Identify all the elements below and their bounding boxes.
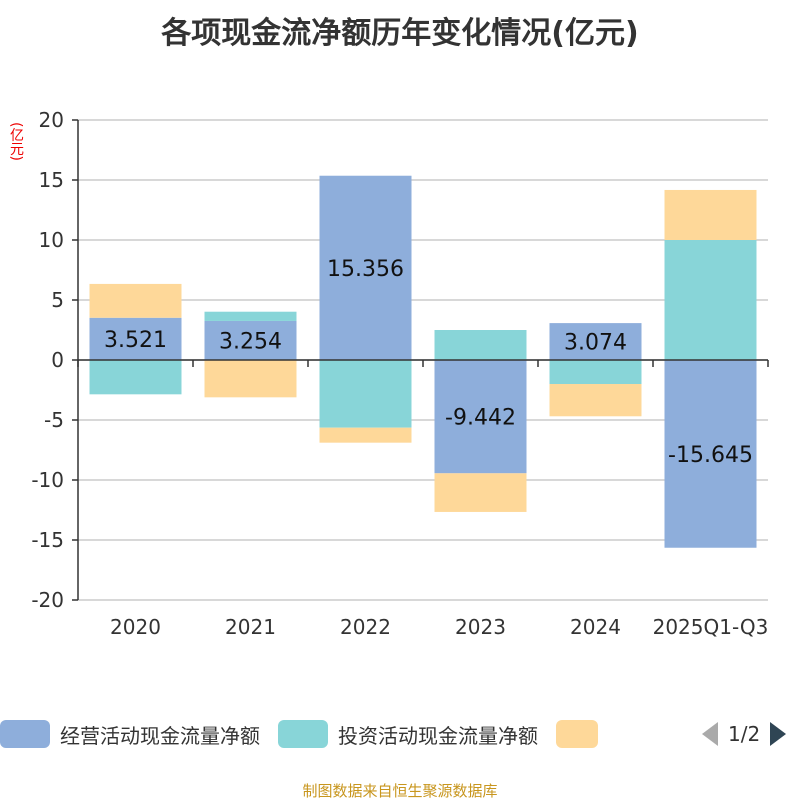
data-label: 3.254 [219,329,282,354]
y-tick-label: 0 [51,348,64,372]
bar-1-2021 [204,320,297,360]
data-label: 3.521 [104,328,167,353]
page-indicator: 1/2 [728,722,761,746]
legend-swatch [278,720,328,748]
bar-2-2025Q1-Q3 [664,240,757,360]
legend-swatch [0,720,50,748]
y-axis-unit: (亿元) [8,122,24,161]
y-tick-label: 15 [39,168,64,192]
chart-plot: 20 15 10 5 0 -5 -10 -15 -20 3.521 2020 3.254 2021 15.… [31,108,769,639]
x-tick-label: 2024 [570,615,621,639]
y-tick-label: -20 [31,588,64,612]
next-page-icon[interactable] [768,720,788,748]
x-tick-label: 2020 [110,615,161,639]
y-tick-label: 20 [39,108,64,132]
legend-item-third[interactable] [556,720,608,748]
bar-3-2021 [204,360,297,398]
x-tick-label: 2022 [340,615,391,639]
y-tick-label: 5 [51,288,64,312]
data-label: -15.645 [668,443,753,468]
legend-swatch [556,720,598,748]
bar-1-2022 [319,175,412,360]
bar-1-2025Q1-Q3 [664,360,757,548]
legend-pager: 1/2 [700,720,788,748]
y-tick-label: -10 [31,468,64,492]
y-tick-label: 10 [39,228,64,252]
x-tick-label: 2023 [455,615,506,639]
legend-label: 经营活动现金流量净额 [60,723,260,748]
data-label: 15.356 [327,257,404,282]
bar-2-2020 [89,360,182,395]
legend: 经营活动现金流量净额 投资活动现金流量净额 [0,718,626,750]
chart-title: 各项现金流净额历年变化情况(亿元) [161,16,639,51]
bar-2-2023 [434,330,527,360]
data-label: 3.074 [564,331,627,356]
x-tick-label: 2025Q1-Q3 [653,615,769,639]
y-tick-label: -5 [44,408,64,432]
bar-2-2021 [204,311,297,321]
bar-1-2024 [549,323,642,360]
bar-3-2024 [549,384,642,417]
bar-1-2023 [434,360,527,474]
source-note: 制图数据来自恒生聚源数据库 [302,782,498,800]
legend-item-operating[interactable]: 经营活动现金流量净额 [0,720,260,749]
prev-page-icon[interactable] [700,720,720,748]
bar-1-2020 [89,317,182,360]
legend-item-investing[interactable]: 投资活动现金流量净额 [278,720,538,749]
data-label: -9.442 [445,406,516,431]
x-tick-label: 2021 [225,615,276,639]
bar-3-2023 [434,473,527,512]
bar-3-2020 [89,283,182,318]
bar-2-2022 [319,360,412,428]
legend-label: 投资活动现金流量净额 [338,723,538,748]
bar-3-2025Q1-Q3 [664,189,757,240]
bar-2-2024 [549,360,642,384]
y-tick-label: -15 [31,528,64,552]
bar-3-2022 [319,427,412,443]
